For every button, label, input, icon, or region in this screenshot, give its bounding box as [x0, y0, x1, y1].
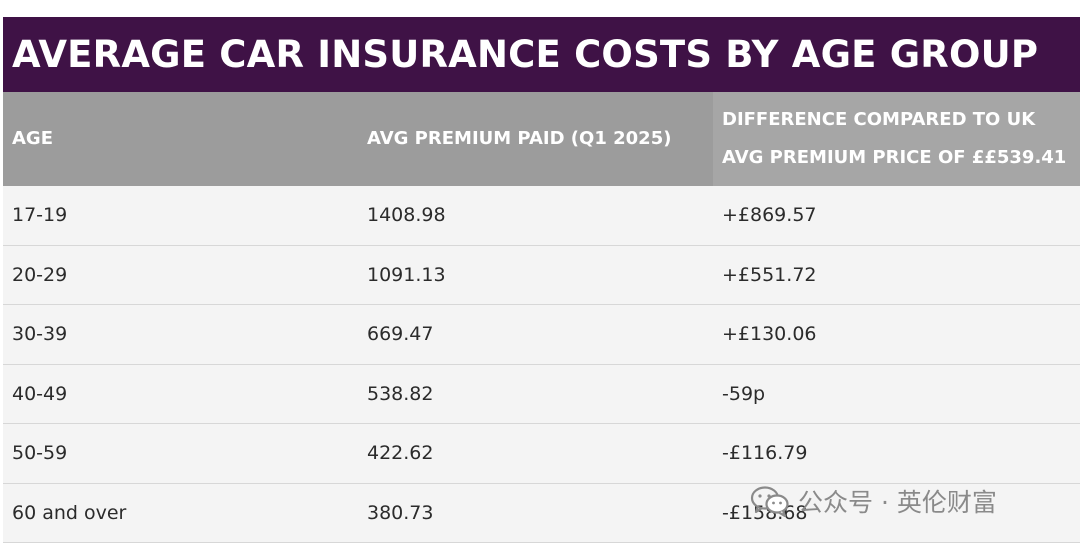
cell-premium: 422.62	[367, 442, 434, 465]
cell-difference: +£869.57	[722, 204, 817, 227]
table-row: 40-49 538.82 -59p	[3, 364, 1080, 424]
cell-premium: 538.82	[367, 382, 434, 405]
watermark: 公众号 · 英伦财富	[750, 483, 997, 519]
cell-age: 60 and over	[12, 501, 127, 524]
table-row: 20-29 1091.13 +£551.72	[3, 245, 1080, 305]
cell-difference: -59p	[722, 382, 766, 405]
cell-age: 40-49	[12, 382, 68, 405]
header-difference-line2: AVG PREMIUM PRICE OF ££539.41	[722, 147, 1067, 168]
title-bar: AVERAGE CAR INSURANCE COSTS BY AGE GROUP	[3, 17, 1080, 92]
cell-premium: 380.73	[367, 501, 434, 524]
cell-age: 17-19	[12, 204, 68, 227]
header-age: AGE	[12, 128, 54, 149]
cell-difference: -£116.79	[722, 442, 808, 465]
table-row: 50-59 422.62 -£116.79	[3, 424, 1080, 484]
table-header: AGE AVG PREMIUM PAID (Q1 2025) DIFFERENC…	[3, 92, 1080, 186]
cell-premium: 1091.13	[367, 263, 446, 286]
cell-age: 20-29	[12, 263, 68, 286]
insurance-table: AGE AVG PREMIUM PAID (Q1 2025) DIFFERENC…	[3, 92, 1080, 543]
header-difference-line1: DIFFERENCE COMPARED TO UK	[722, 109, 1036, 130]
cell-premium: 1408.98	[367, 204, 446, 227]
cell-difference: +£551.72	[722, 263, 817, 286]
watermark-text: 公众号 · 英伦财富	[798, 488, 997, 517]
cell-difference: +£130.06	[722, 323, 817, 346]
cell-age: 50-59	[12, 442, 68, 465]
cell-age: 30-39	[12, 323, 68, 346]
table-row: 17-19 1408.98 +£869.57	[3, 186, 1080, 246]
wechat-icon	[750, 486, 789, 517]
table-row: 60 and over 380.73 -£158.68	[3, 483, 1080, 543]
table-row: 30-39 669.47 +£130.06	[3, 305, 1080, 365]
header-premium: AVG PREMIUM PAID (Q1 2025)	[367, 128, 672, 149]
page-title: AVERAGE CAR INSURANCE COSTS BY AGE GROUP	[12, 33, 1039, 76]
header-difference: DIFFERENCE COMPARED TO UK AVG PREMIUM PR…	[713, 92, 1080, 186]
cell-premium: 669.47	[367, 323, 434, 346]
